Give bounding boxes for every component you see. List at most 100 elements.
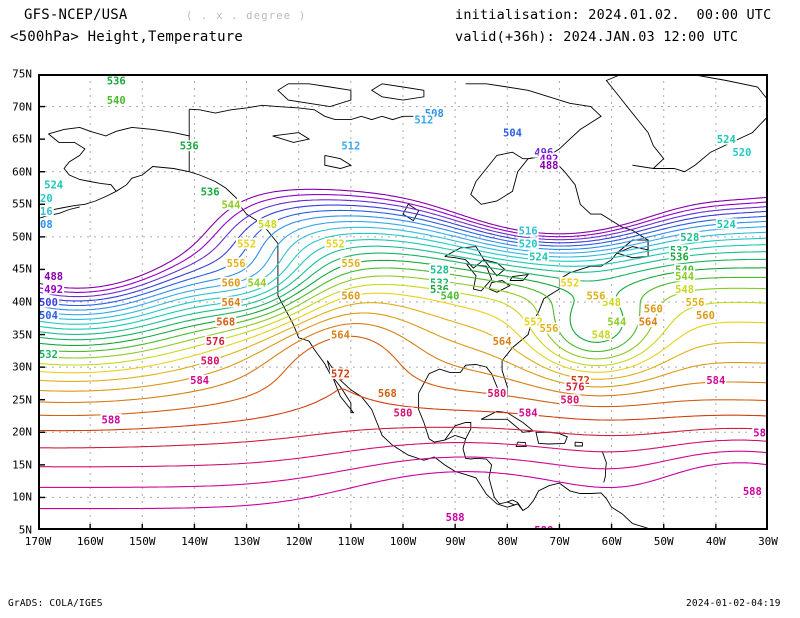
- contour-label: 580: [487, 388, 506, 400]
- y-tick-label: 45N: [12, 262, 32, 276]
- x-tick-label: 30W: [758, 535, 778, 548]
- contour-label: 548: [592, 330, 611, 342]
- contour-label: 492: [44, 284, 63, 296]
- contour-label: 584: [190, 375, 209, 387]
- contour-label: 548: [258, 219, 277, 231]
- initialisation-time: initialisation: 2024.01.02. 00:00 UTC: [455, 7, 772, 23]
- x-tick-label: 160W: [76, 535, 104, 548]
- contour-label: 536: [670, 251, 689, 263]
- valid-time: valid(+36h): 2024.JAN.03 12:00 UTC: [455, 29, 739, 45]
- contour-label: 564: [331, 330, 350, 342]
- x-tick-label: 70W: [549, 535, 570, 548]
- contour-labels: 5405365245205165084884925005045325365445…: [38, 75, 768, 530]
- contour-label: 504: [39, 310, 58, 322]
- y-tick-label: 60N: [12, 165, 32, 179]
- contour-label: 556: [540, 323, 559, 335]
- contour-label: 560: [696, 310, 715, 322]
- x-tick-label: 140W: [181, 535, 208, 548]
- contour-label: 544: [675, 271, 694, 283]
- contour-label: 588: [753, 427, 768, 439]
- contour-label: 548: [675, 284, 694, 296]
- y-tick-label: 55N: [12, 197, 32, 211]
- contour-line-508: [38, 215, 768, 311]
- x-tick-label: 150W: [129, 535, 156, 548]
- footer-credit: GrADS: COLA/IGES: [8, 598, 103, 609]
- contour-label: 552: [326, 238, 345, 250]
- contour-label: 536: [107, 76, 126, 88]
- contour-label: 560: [341, 290, 360, 302]
- contour-line-516: [38, 226, 768, 320]
- contour-label: 532: [39, 349, 58, 361]
- contour-label: 556: [586, 290, 605, 302]
- contour-line-584: [38, 450, 768, 488]
- contour-label: 544: [607, 317, 626, 329]
- contour-label: 580: [201, 356, 220, 368]
- contour-label: 556: [227, 258, 246, 270]
- x-tick-label: 60W: [601, 535, 622, 548]
- y-tick-label: 15N: [12, 458, 32, 472]
- contour-line-560: [38, 312, 768, 392]
- contour-label: 584: [706, 375, 725, 387]
- contour-label: 560: [644, 304, 663, 316]
- contour-line-504: [38, 209, 768, 307]
- contour-label: 552: [560, 277, 579, 289]
- contour-map-plot: 5405365245205165084884925005045325365445…: [38, 74, 768, 530]
- contour-label: 524: [717, 219, 736, 231]
- y-tick-label: 20N: [12, 425, 32, 439]
- footer-timestamp: 2024-01-02-04:19: [686, 598, 781, 609]
- x-tick-label: 120W: [285, 535, 312, 548]
- contour-label: 576: [566, 382, 585, 394]
- contour-line-496: [38, 199, 768, 298]
- contour-label: 588: [102, 414, 121, 426]
- contour-label: 512: [414, 115, 433, 127]
- resolution-label: ( . x . degree ): [186, 10, 307, 22]
- contour-line-580: [38, 439, 768, 468]
- contour-label: 564: [493, 336, 512, 348]
- y-tick-label: 35N: [12, 328, 32, 342]
- y-tick-label: 30N: [12, 360, 32, 374]
- y-tick-label: 40N: [12, 295, 32, 309]
- contour-label: 500: [39, 297, 58, 309]
- y-tick-label: 50N: [12, 230, 32, 244]
- x-tick-label: 50W: [653, 535, 674, 548]
- contour-line-532: [38, 252, 768, 341]
- contour-line-492: [38, 194, 768, 293]
- contour-label: 536: [201, 186, 220, 198]
- contour-label: 588: [743, 486, 762, 498]
- contour-label: 536: [180, 141, 199, 153]
- contour-label: 548: [602, 297, 621, 309]
- contour-label: 552: [237, 238, 256, 250]
- contour-label: 568: [216, 317, 235, 329]
- level-field-label: <500hPa> Height,Temperature: [10, 29, 243, 45]
- plot-frame: [38, 74, 768, 530]
- coastlines: [38, 74, 768, 530]
- contour-line-568: [38, 335, 768, 417]
- x-tick-label: 40W: [705, 535, 726, 548]
- contour-line-556: [38, 302, 768, 382]
- contour-line-512: [38, 220, 768, 316]
- contour-map-svg: 5405365245205165084884925005045325365445…: [38, 74, 768, 530]
- x-tick-label: 100W: [389, 535, 417, 548]
- contour-label: 524: [717, 134, 736, 146]
- contour-label: 524: [529, 251, 548, 263]
- contour-label: 544: [221, 199, 240, 211]
- model-title: GFS-NCEP/USA: [24, 7, 128, 23]
- contour-label: 520: [732, 147, 751, 159]
- contour-line-500: [38, 204, 768, 302]
- x-tick-label: 130W: [233, 535, 260, 548]
- contour-label: 516: [519, 225, 538, 237]
- contour-label: 576: [206, 336, 225, 348]
- contour-label: 556: [686, 297, 705, 309]
- x-tick-label: 90W: [445, 535, 466, 548]
- contour-line-520: [38, 232, 768, 325]
- contour-line-576: [38, 426, 768, 449]
- contour-label: 504: [503, 128, 522, 140]
- contour-label: 508: [38, 219, 53, 231]
- contour-line-528: [38, 245, 768, 335]
- contour-label: 516: [38, 206, 53, 218]
- contour-label: 520: [519, 238, 538, 250]
- contour-label: 488: [44, 271, 63, 283]
- y-tick-label: 10N: [12, 490, 32, 504]
- y-tick-label: 70N: [12, 100, 32, 114]
- contour-label: 560: [221, 277, 240, 289]
